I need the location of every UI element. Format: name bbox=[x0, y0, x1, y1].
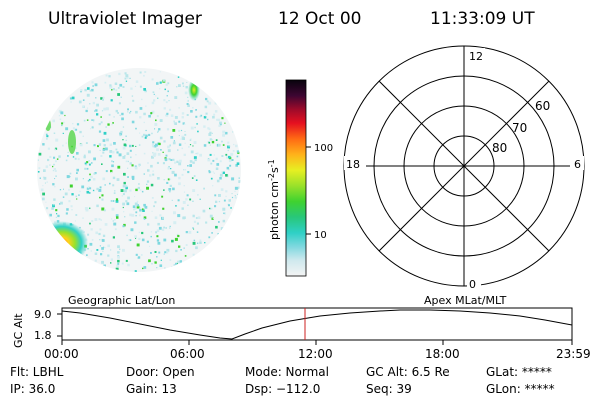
colorbar-scale bbox=[285, 79, 307, 277]
altitude-curve bbox=[61, 309, 573, 340]
uv-image bbox=[37, 68, 241, 272]
track-ytick-top: 9.0 bbox=[34, 308, 52, 321]
polar-grid bbox=[343, 45, 585, 287]
info-gc-alt: GC Alt: 6.5 Re bbox=[366, 365, 450, 379]
colorbar-tick-100: 100 bbox=[314, 143, 333, 154]
info-filter: Flt: LBHL bbox=[10, 365, 64, 379]
aurora-speckles bbox=[37, 71, 241, 272]
colorbar: 100 10 photon cm-2s-1 bbox=[267, 79, 333, 277]
info-mode: Mode: Normal bbox=[245, 365, 329, 379]
time-label: 11:33:09 UT bbox=[430, 9, 535, 29]
instrument-title: Ultraviolet Imager bbox=[48, 9, 202, 29]
info-seq: Seq: 39 bbox=[366, 382, 412, 396]
mlt-label-0: 0 bbox=[469, 278, 476, 291]
xtick-1200: 12:00 bbox=[298, 347, 333, 361]
info-block: Flt: LBHL IP: 36.0 Door: Open Gain: 13 M… bbox=[10, 365, 555, 396]
info-dsp: Dsp: −112.0 bbox=[245, 382, 320, 396]
info-glat: GLat: ***** bbox=[486, 365, 552, 379]
track-frame bbox=[61, 307, 573, 341]
mlt-label-6: 6 bbox=[574, 158, 581, 171]
aurora-hotspot bbox=[37, 221, 88, 265]
colorbar-unit-label: photon cm-2s-1 bbox=[267, 159, 281, 240]
info-glon: GLon: ***** bbox=[486, 382, 555, 396]
xtick-0000: 00:00 bbox=[44, 347, 79, 361]
info-gain: Gain: 13 bbox=[126, 382, 177, 396]
mlat-label-70: 70 bbox=[512, 121, 527, 135]
colorbar-tick-10: 10 bbox=[314, 230, 327, 241]
info-door: Door: Open bbox=[126, 365, 195, 379]
track-title-left: Geographic Lat/Lon bbox=[68, 294, 175, 307]
track-ytick-bottom: 1.8 bbox=[34, 329, 52, 342]
mlt-label-18: 18 bbox=[346, 158, 360, 171]
aurora-spot-upper bbox=[188, 79, 200, 101]
mlat-label-60: 60 bbox=[535, 99, 550, 113]
track-ylabel: GC Alt bbox=[12, 313, 25, 348]
xtick-1800: 18:00 bbox=[425, 347, 460, 361]
track-title-right: Apex MLat/MLT bbox=[424, 294, 507, 307]
info-ip: IP: 36.0 bbox=[10, 382, 55, 396]
mlat-label-80: 80 bbox=[492, 141, 507, 155]
xtick-0600: 06:00 bbox=[170, 347, 205, 361]
xtick-2359: 23:59 bbox=[556, 347, 591, 361]
date-label: 12 Oct 00 bbox=[278, 9, 361, 29]
mlt-label-12: 12 bbox=[469, 50, 483, 63]
